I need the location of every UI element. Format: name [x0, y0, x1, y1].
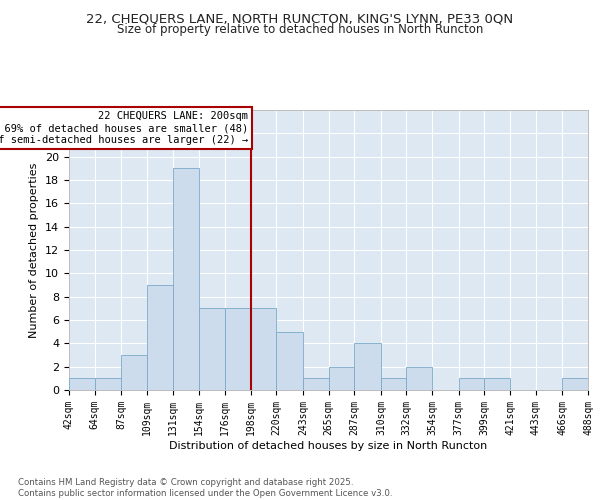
Bar	[69, 378, 95, 390]
Bar	[251, 308, 276, 390]
Text: 22, CHEQUERS LANE, NORTH RUNCTON, KING'S LYNN, PE33 0QN: 22, CHEQUERS LANE, NORTH RUNCTON, KING'S…	[86, 12, 514, 26]
Bar	[303, 378, 329, 390]
Bar	[147, 285, 173, 390]
Bar	[562, 378, 588, 390]
Bar	[354, 344, 381, 390]
Y-axis label: Number of detached properties: Number of detached properties	[29, 162, 40, 338]
Bar	[329, 366, 354, 390]
Text: 22 CHEQUERS LANE: 200sqm
← 69% of detached houses are smaller (48)
31% of semi-d: 22 CHEQUERS LANE: 200sqm ← 69% of detach…	[0, 112, 248, 144]
X-axis label: Distribution of detached houses by size in North Runcton: Distribution of detached houses by size …	[169, 440, 488, 450]
Bar	[276, 332, 303, 390]
Text: Contains HM Land Registry data © Crown copyright and database right 2025.
Contai: Contains HM Land Registry data © Crown c…	[18, 478, 392, 498]
Text: Size of property relative to detached houses in North Runcton: Size of property relative to detached ho…	[117, 24, 483, 36]
Bar	[381, 378, 406, 390]
Bar	[199, 308, 225, 390]
Bar	[484, 378, 510, 390]
Bar	[225, 308, 251, 390]
Bar	[406, 366, 432, 390]
Bar	[121, 355, 147, 390]
Bar	[95, 378, 121, 390]
Bar	[173, 168, 199, 390]
Bar	[459, 378, 484, 390]
